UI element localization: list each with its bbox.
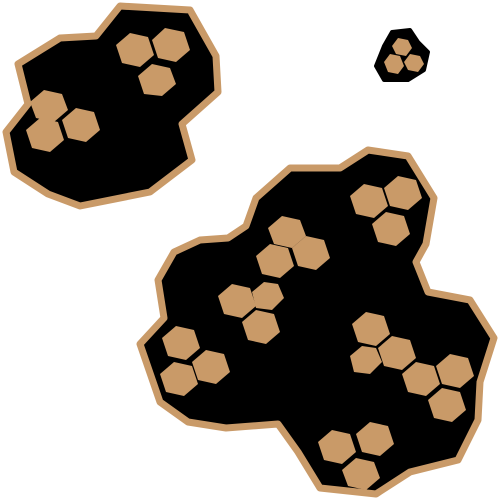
hexagon bbox=[242, 310, 280, 344]
hexagon bbox=[352, 312, 390, 346]
hexagon bbox=[138, 64, 176, 96]
hexagon bbox=[356, 422, 394, 456]
hexagon bbox=[342, 458, 380, 490]
hexagon bbox=[402, 362, 440, 396]
hexagon bbox=[26, 118, 64, 152]
hexagon bbox=[256, 244, 294, 278]
hexagon bbox=[30, 90, 68, 122]
hexagon bbox=[428, 388, 466, 422]
large-cluster-cells bbox=[160, 176, 474, 490]
hexagon bbox=[384, 176, 422, 210]
hexagon bbox=[192, 350, 230, 384]
hexagon bbox=[436, 354, 474, 388]
hexagon bbox=[268, 216, 306, 248]
hexagon bbox=[318, 430, 356, 464]
hexagon bbox=[404, 54, 424, 72]
hexagon bbox=[292, 236, 330, 270]
upper-left-cluster bbox=[2, 2, 222, 210]
hexagon bbox=[160, 362, 198, 396]
small-upper-right-cluster bbox=[374, 28, 430, 82]
hexagon bbox=[372, 212, 410, 246]
hexagon bbox=[218, 284, 256, 318]
hexagon bbox=[350, 346, 382, 374]
hexagon bbox=[378, 336, 416, 370]
upper-left-cluster-cells bbox=[26, 28, 190, 152]
large-lower-right-cluster bbox=[136, 146, 498, 498]
hexagon bbox=[162, 326, 200, 360]
hexagon bbox=[384, 54, 404, 74]
hexagon bbox=[116, 33, 154, 67]
hexagon bbox=[350, 184, 388, 218]
hexagon bbox=[62, 108, 100, 142]
hexagon bbox=[252, 282, 284, 310]
large-cluster-outline bbox=[136, 146, 498, 498]
hexagon bbox=[152, 28, 190, 62]
hexagon bbox=[392, 38, 412, 56]
